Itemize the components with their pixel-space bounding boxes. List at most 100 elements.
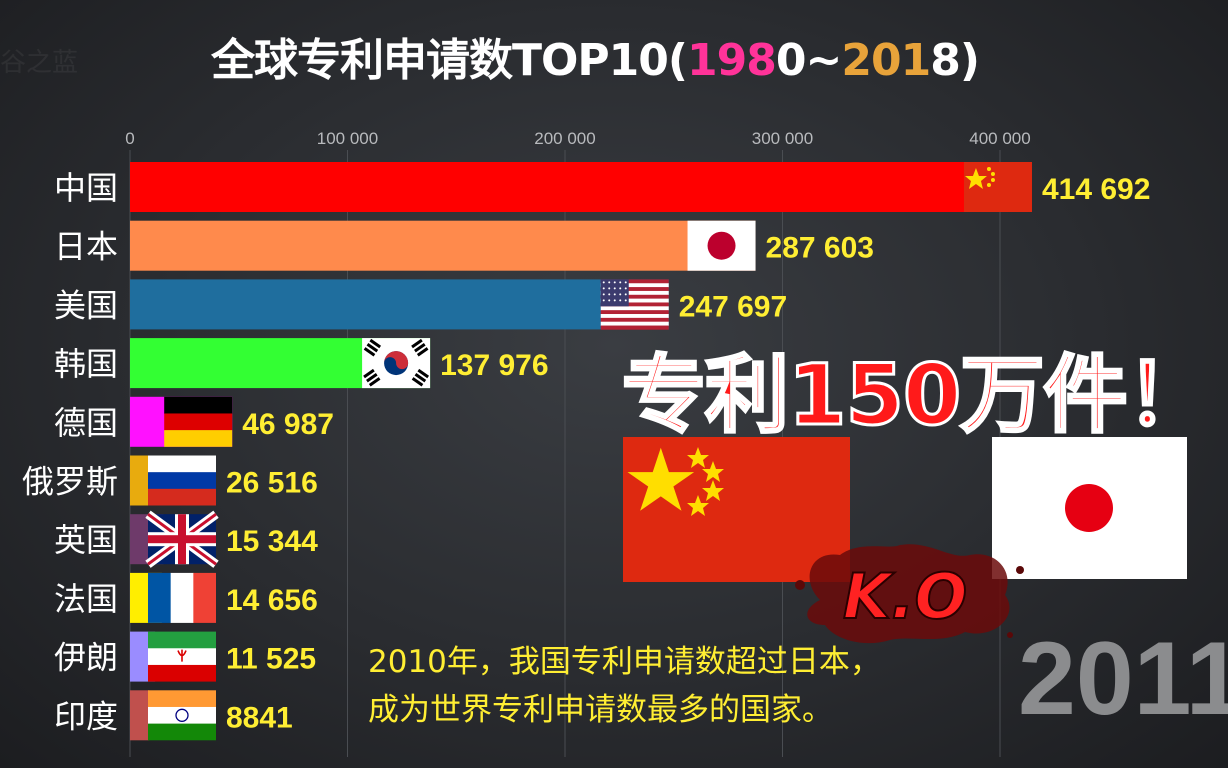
- flag-stripe: [148, 472, 216, 490]
- x-tick-label: 400 000: [969, 129, 1030, 148]
- value-label: 8841: [226, 701, 293, 734]
- x-tick-label: 200 000: [534, 129, 595, 148]
- flag-stripe: [600, 321, 669, 326]
- flag-stripe: [148, 455, 216, 473]
- flag-stripe: [600, 310, 669, 315]
- chart-title: 全球专利申请数TOP10(1980~2018): [0, 24, 1190, 88]
- flag-stripe: [600, 325, 669, 330]
- flag-star: [624, 293, 627, 296]
- flag-cross: [148, 535, 216, 544]
- flag-star: [619, 281, 622, 284]
- flag-stripe: [148, 664, 216, 682]
- flag-star: [608, 299, 611, 302]
- flag-stripe: [600, 306, 669, 311]
- flag-stripe: [600, 294, 669, 299]
- value-label: 26 516: [226, 467, 318, 500]
- flag-taegeuk: [384, 351, 409, 370]
- flag-stripe: [170, 572, 194, 623]
- ru-flag-icon: [148, 455, 216, 506]
- flag-stripe: [148, 572, 171, 623]
- category-label: 日本: [54, 228, 118, 266]
- bar-1: [130, 220, 756, 271]
- flag-star: [624, 281, 627, 284]
- flag-star: [619, 299, 622, 302]
- flag-star: [602, 299, 605, 302]
- flag-stripe: [600, 317, 669, 323]
- title-separator: ~: [805, 35, 843, 86]
- flag-canton: [600, 279, 629, 307]
- ko-text: K.O: [843, 560, 967, 633]
- flag-stripe: [148, 690, 216, 708]
- us-flag-icon: [600, 279, 669, 330]
- ir-flag-icon: [148, 631, 216, 682]
- flag-star: [990, 178, 995, 182]
- cn-flag-icon: [963, 162, 1032, 212]
- flag-trigram: [368, 377, 381, 387]
- flag-sun: [707, 231, 736, 260]
- flag-star: [613, 287, 616, 290]
- category-label: 俄罗斯: [22, 463, 118, 501]
- jp-flag-icon: [687, 220, 756, 271]
- fr-flag-icon: [148, 572, 216, 623]
- in-flag-icon: [148, 690, 216, 741]
- value-label: 15 344: [226, 525, 318, 558]
- flag-star: [613, 293, 616, 296]
- flag-trigram: [416, 347, 429, 357]
- flag-stripe: [193, 572, 216, 623]
- flag-star: [619, 293, 622, 296]
- china-flag-large-icon: [623, 437, 850, 582]
- value-label: 14 656: [226, 584, 318, 617]
- flag-star: [602, 281, 605, 284]
- flag-stripe: [148, 631, 216, 649]
- bar-2: [130, 279, 669, 330]
- category-label: 英国: [54, 521, 118, 559]
- title-end-year-b: 8: [930, 35, 961, 86]
- flag-stripe: [600, 298, 669, 303]
- title-start-year-a: 198: [687, 35, 777, 86]
- flag-stripe: [148, 706, 216, 724]
- flag-trigram: [366, 373, 378, 383]
- gb-flag-icon: [145, 510, 219, 568]
- category-label: 德国: [54, 404, 118, 442]
- year-label: 2011: [1018, 621, 1228, 737]
- flag-trigram: [417, 368, 430, 379]
- category-label: 韩国: [54, 345, 118, 383]
- flag-stripe: [600, 287, 669, 292]
- flag-star: [986, 167, 991, 171]
- flag-star: [964, 168, 987, 189]
- japan-flag-sun-icon: [1065, 484, 1113, 532]
- flag-stripe: [164, 413, 233, 431]
- flag-trigram: [411, 377, 424, 387]
- flag-star: [608, 287, 611, 290]
- flag-star: [613, 281, 616, 284]
- x-tick-label: 0: [125, 129, 134, 148]
- flag-star: [619, 287, 622, 290]
- slogan-text: 专利150万件！: [620, 345, 1211, 446]
- flag-star: [624, 287, 627, 290]
- flag-stripe: [600, 314, 669, 319]
- value-label: 11 525: [226, 643, 316, 676]
- kr-flag-icon: [362, 338, 431, 389]
- flag-emblem: [177, 649, 187, 662]
- flag-stripe: [164, 396, 233, 414]
- category-label: 印度: [54, 697, 118, 735]
- flag-star: [613, 299, 616, 302]
- flag-field: [963, 162, 1032, 212]
- flag-stripe: [148, 723, 216, 741]
- flag-trigram: [366, 343, 379, 353]
- category-label: 伊朗: [54, 639, 118, 677]
- title-start-year-b: 0: [775, 35, 807, 86]
- caption-line-1: 2010年，我国专利申请数超过日本，: [368, 644, 881, 680]
- flag-chakra: [175, 708, 189, 722]
- flag-star: [990, 172, 995, 176]
- flag-stripe: [164, 430, 233, 447]
- bar-0: [130, 162, 1032, 212]
- category-label: 法国: [54, 580, 118, 618]
- flag-stripe: [148, 488, 216, 506]
- flag-star: [602, 287, 605, 290]
- value-label: 247 697: [679, 290, 787, 323]
- flag-trigram: [363, 368, 375, 379]
- ko-splash-icon: K.O: [795, 544, 1024, 644]
- flag-star: [624, 299, 627, 302]
